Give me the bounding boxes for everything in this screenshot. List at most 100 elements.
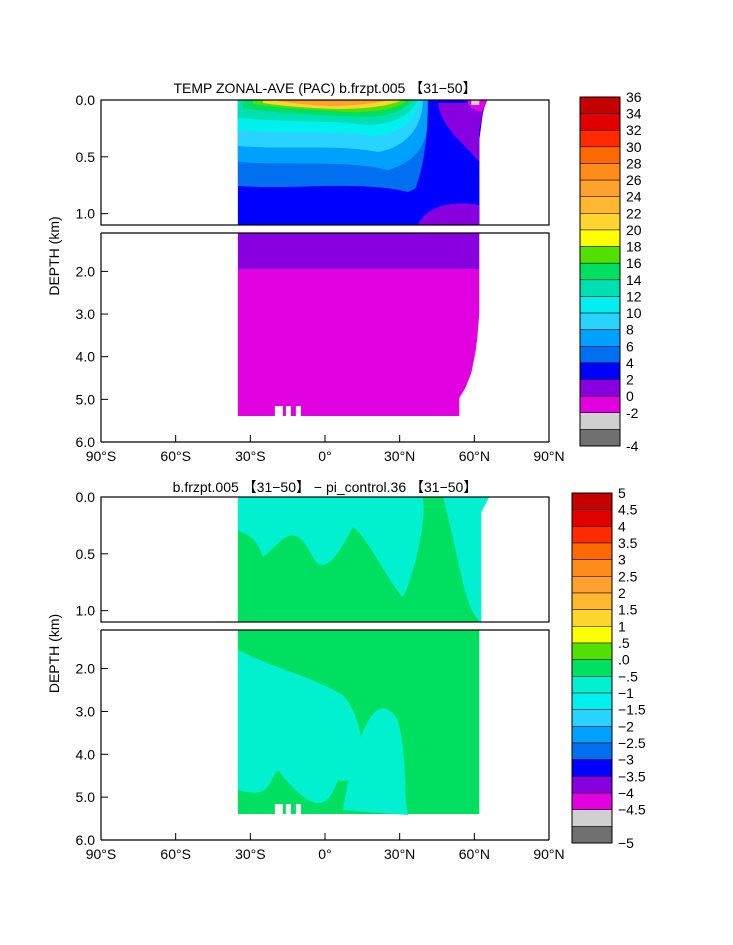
colorbar-cell (571, 576, 613, 594)
colorbar-cell (571, 726, 613, 744)
colorbar-cell (571, 659, 613, 677)
colorbar-cell (579, 163, 621, 181)
missing-data (274, 804, 283, 816)
colorbar-cell (579, 346, 621, 364)
colorbar-label: −.5 (618, 668, 638, 684)
colorbar-label: 0 (626, 388, 634, 404)
x-tick-label: 90°S (86, 846, 117, 862)
colorbar-label: 2 (626, 372, 634, 388)
deep-2-4-lower (237, 233, 480, 269)
colorbar-label: −5 (618, 835, 634, 851)
y-tick-label: 1.0 (76, 603, 96, 619)
colorbar-cell (579, 113, 621, 131)
temperature-panel: TEMP ZONAL-AVE (PAC) b.frzpt.005 【31−50】… (46, 80, 642, 464)
missing-data (285, 804, 291, 816)
y-tick-label: 5.0 (76, 789, 96, 805)
colorbar-cell (579, 179, 621, 197)
chart-title: b.frzpt.005 【31−50】 − pi_control.36 【31−… (173, 479, 478, 495)
colorbar-label: 18 (626, 239, 642, 255)
y-axis-label: DEPTH (km) (46, 614, 62, 693)
colorbar-cell (579, 362, 621, 380)
colorbar-label: 20 (626, 222, 642, 238)
colorbar-label: 22 (626, 205, 642, 221)
band-26-30 (277, 100, 388, 106)
y-tick-label: 1.0 (76, 206, 96, 222)
colorbar-label: 2 (618, 585, 626, 601)
colorbar-cell (579, 146, 621, 164)
colorbar-cell (571, 492, 613, 510)
x-tick-label: 60°N (459, 846, 490, 862)
colorbar-label: 28 (626, 155, 642, 171)
colorbar-cell (579, 213, 621, 231)
y-axis-label: DEPTH (km) (46, 216, 62, 295)
x-tick-label: 60°S (160, 448, 191, 464)
y-tick-label: 0.5 (76, 149, 96, 165)
colorbar-frame (571, 492, 613, 844)
colorbar-cell (571, 826, 613, 844)
colorbar-label: 3.5 (618, 535, 638, 551)
colorbar-cell (571, 559, 613, 577)
colorbar-label: 1.5 (618, 602, 638, 618)
cool-field-upper (237, 497, 424, 597)
colorbar-label: −3.5 (618, 768, 646, 784)
colorbar-cell (579, 379, 621, 397)
colorbar-label: 36 (626, 89, 642, 105)
colorbar-cell (579, 429, 621, 447)
abyssal-0-2 (237, 269, 480, 416)
x-tick-label: 30°N (384, 846, 415, 862)
colorbar-cell (579, 279, 621, 297)
y-tick-label: 6.0 (76, 832, 96, 848)
upper-frame (100, 496, 550, 623)
y-tick-label: 2.0 (76, 263, 96, 279)
colorbar-cell (571, 776, 613, 794)
chart-title: TEMP ZONAL-AVE (PAC) b.frzpt.005 【31−50】 (173, 80, 476, 96)
y-tick-label: 5.0 (76, 391, 96, 407)
colorbar-label: 32 (626, 122, 642, 138)
upper-frame (100, 99, 550, 226)
missing-data (295, 804, 301, 816)
colorbar-label: .5 (618, 635, 630, 651)
colorbar-cell (579, 129, 621, 148)
colorbar-cell (571, 642, 613, 660)
missing-data (274, 406, 283, 418)
colorbar-cell (571, 592, 613, 610)
colorbar-label: 8 (626, 322, 634, 338)
colorbar-label: 34 (626, 106, 642, 122)
x-tick-label: 90°S (86, 448, 117, 464)
colorbar-cell (579, 229, 621, 247)
colorbar-cell (579, 296, 621, 314)
colorbar-cell (579, 96, 621, 114)
colorbar-label: 4 (626, 355, 634, 371)
cool-tongue (342, 708, 408, 815)
colorbar-label: −2.5 (618, 735, 646, 751)
colorbar-cell (579, 196, 621, 214)
x-tick-label: 60°S (160, 846, 191, 862)
deep-2-4-upper (417, 203, 480, 225)
colorbar-cell (571, 676, 613, 694)
colorbar-label: 5 (618, 485, 626, 501)
colorbar-label: −1.5 (618, 702, 646, 718)
colorbar-label: -4 (626, 438, 639, 454)
lower-frame (100, 629, 550, 840)
x-tick-label: 30°S (235, 448, 266, 464)
colorbar-label: 4.5 (618, 502, 638, 518)
colorbar-label: −1 (618, 685, 634, 701)
colorbar-cell (571, 526, 613, 544)
colorbar-cell (579, 329, 621, 347)
colorbar-cell (579, 246, 621, 264)
y-tick-label: 3.0 (76, 703, 96, 719)
colorbar-cell (571, 509, 613, 527)
y-tick-label: 4.0 (76, 746, 96, 762)
x-tick-label: 30°N (384, 448, 415, 464)
colorbar-cell (579, 395, 621, 414)
colorbar-cell (571, 792, 613, 810)
colorbar-label: −3 (618, 752, 634, 768)
x-tick-label: 0° (318, 846, 331, 862)
colorbar-cell (571, 709, 613, 727)
colorbar-cell (579, 312, 621, 330)
colorbar-label: -2 (626, 405, 639, 421)
colorbar-label: −4 (618, 785, 634, 801)
colorbar-label: .0 (618, 652, 630, 668)
x-tick-label: 60°N (459, 448, 490, 464)
